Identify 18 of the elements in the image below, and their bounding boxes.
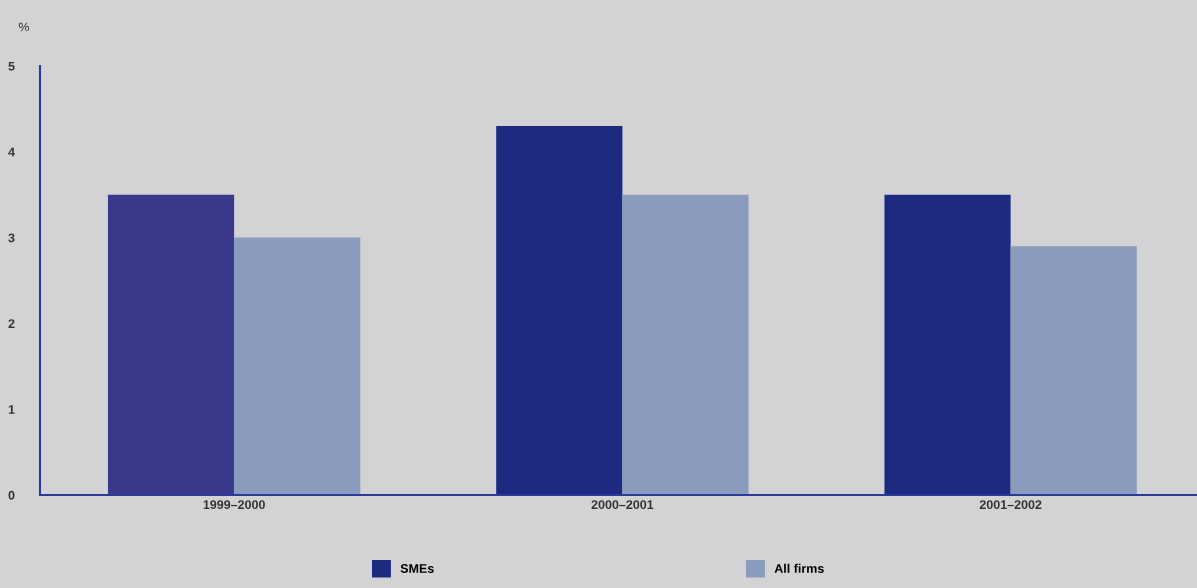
y-tick-label: 4: [8, 147, 15, 157]
bar: [107, 194, 235, 495]
y-tick-label: 5: [8, 61, 15, 71]
y-tick-label: 1: [8, 405, 15, 414]
y-axis-title: %: [18, 22, 30, 32]
legend-label: All firms: [774, 563, 824, 573]
x-tick-label: 2000–2001: [591, 500, 654, 510]
y-tick-label: 2: [8, 319, 15, 328]
bar: [622, 194, 749, 495]
y-tick-label: 0: [8, 490, 15, 500]
x-tick-label: 2001–2002: [979, 500, 1042, 510]
bar: [496, 126, 623, 495]
y-tick-label: 3: [8, 233, 15, 243]
x-tick-label: 1999–2000: [203, 500, 265, 510]
bar: [234, 237, 361, 495]
bar: [884, 194, 1011, 495]
legend-label: SMEs: [400, 564, 434, 573]
bar: [1010, 246, 1137, 495]
